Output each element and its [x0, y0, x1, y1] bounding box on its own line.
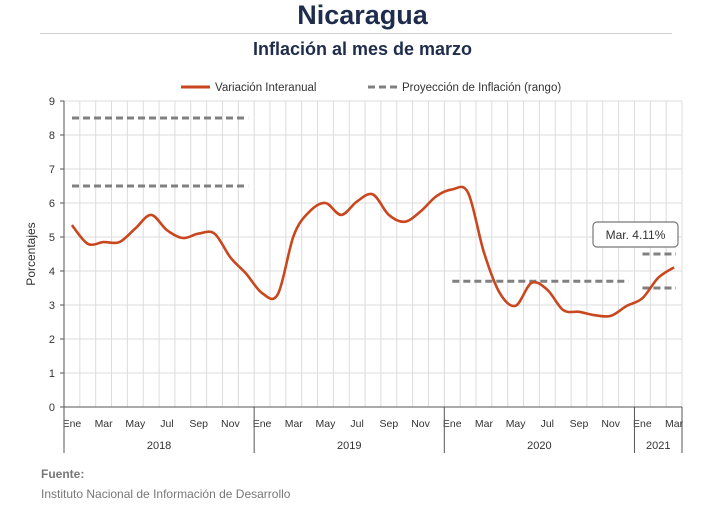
x-month-label: Sep — [189, 418, 208, 430]
y-tick-label: 7 — [49, 164, 55, 176]
chart-title: Nicaragua — [297, 0, 428, 30]
x-month-label: Nov — [411, 418, 430, 430]
x-year-label: 2018 — [147, 440, 171, 452]
projection-lines — [72, 116, 676, 290]
y-tick-label: 3 — [49, 300, 55, 312]
value-callout: Mar. 4.11% — [592, 221, 679, 248]
x-month-label: May — [506, 418, 527, 430]
x-month-label: May — [316, 418, 337, 430]
series-line-variacion-interanual — [70, 185, 675, 318]
x-year-label: 2020 — [527, 440, 551, 452]
source-label: Fuente: — [41, 467, 85, 481]
y-tick-label: 9 — [49, 96, 55, 108]
source-text: Instituto Nacional de Información de Des… — [41, 487, 291, 501]
x-month-label: Jul — [541, 418, 554, 430]
callout-label: Mar. 4.11% — [606, 228, 666, 242]
chart-subtitle: Inflación al mes de marzo — [252, 39, 473, 59]
chart-axes: 0 1 2 3 4 5 6 7 8 9 Porcentajes Ene Mar May Jul Sep Nov E… — [24, 96, 684, 453]
callout-box — [592, 221, 679, 248]
x-month-label: Ene — [443, 418, 462, 430]
y-tick-label: 4 — [49, 266, 55, 278]
x-month-label: Jul — [350, 418, 363, 430]
x-month-label: Sep — [570, 418, 589, 430]
series-lines — [70, 185, 675, 318]
x-month-label: Jul — [160, 418, 173, 430]
x-year-label: 2019 — [337, 440, 361, 452]
title-divider — [40, 33, 672, 34]
legend-label-series: Variación Interanual — [215, 82, 316, 94]
legend-label-projection: Proyección de Inflación (rango) — [402, 82, 561, 94]
chart-grid — [64, 100, 683, 407]
x-month-label: Nov — [221, 418, 240, 430]
x-month-label: Nov — [601, 418, 620, 430]
x-month-label: Mar — [475, 418, 494, 430]
x-month-label: Sep — [380, 418, 399, 430]
x-month-label: May — [125, 418, 146, 430]
x-month-label: Mar — [95, 418, 114, 430]
x-month-label: Mar — [285, 418, 304, 430]
x-year-label: 2021 — [646, 440, 670, 452]
y-tick-label: 0 — [49, 402, 55, 414]
x-month-label: Ene — [633, 418, 652, 430]
x-month-label: Mar — [665, 418, 684, 430]
x-month-label: Ene — [253, 418, 272, 430]
chart-legend: Variación Interanual Proyección de Inflac… — [181, 82, 561, 94]
y-tick-label: 8 — [49, 130, 55, 142]
y-tick-label: 2 — [49, 334, 55, 346]
y-tick-label: 1 — [49, 368, 55, 380]
y-axis-title: Porcentajes — [24, 222, 38, 285]
x-month-label: Ene — [63, 418, 82, 430]
y-tick-label: 6 — [49, 198, 55, 210]
y-tick-label: 5 — [49, 232, 55, 244]
